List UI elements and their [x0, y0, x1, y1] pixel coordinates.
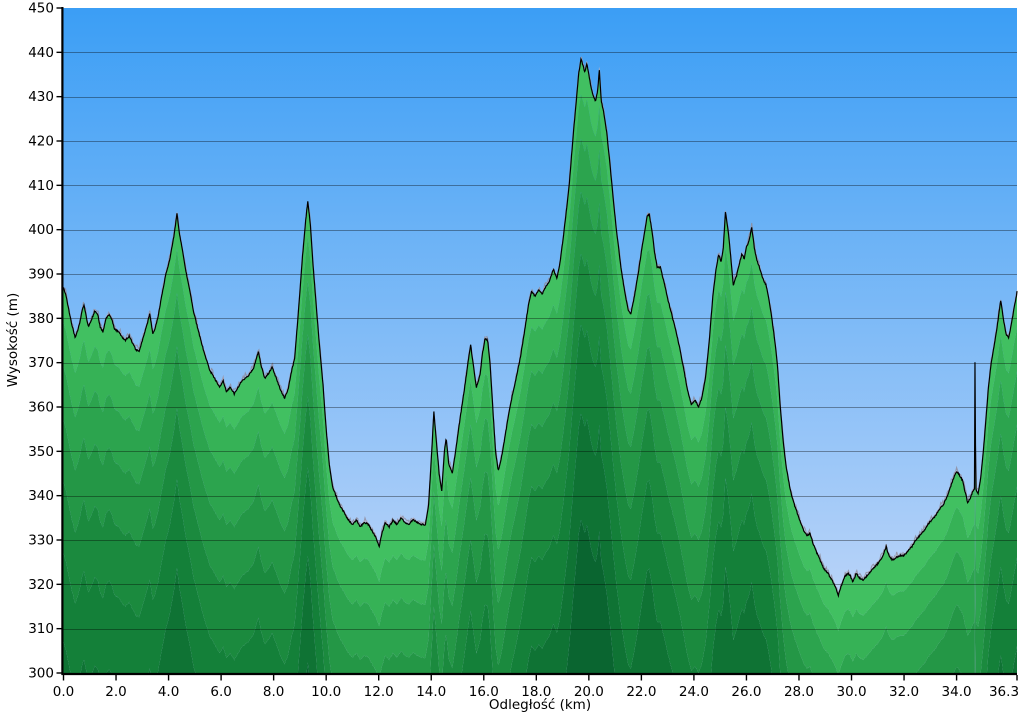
y-tick-label: 450	[28, 1, 54, 17]
y-tick-label: 320	[28, 577, 54, 593]
y-tick-label: 370	[28, 355, 54, 371]
x-tick-label: 12.0	[364, 684, 394, 700]
x-tick-label: 22.0	[626, 684, 656, 700]
y-tick-label: 300	[28, 666, 54, 682]
x-tick-label: 14.0	[416, 684, 446, 700]
terrain-gradient-band	[63, 325, 1017, 673]
x-tick-label: 16.0	[469, 684, 499, 700]
x-tick-label: 30.0	[836, 684, 866, 700]
x-axis-title: Odległość (km)	[488, 697, 592, 713]
y-tick-label: 310	[28, 621, 54, 637]
y-tick-labels: 300 310 320 330 340 350 360 370 380 390 400 410 420 4…	[28, 1, 54, 682]
y-tick-label: 330	[28, 533, 54, 549]
x-tick-label: 0.0	[53, 684, 74, 700]
elevation-area	[63, 59, 1017, 673]
x-tick-label: 4.0	[158, 684, 179, 700]
x-tick-label: 18.0	[521, 684, 551, 700]
x-tick-label: 32.0	[889, 684, 919, 700]
x-tick-label: 28.0	[784, 684, 814, 700]
x-tick-label: 26.0	[731, 684, 761, 700]
elevation-line	[62, 56, 1018, 599]
x-tick-label: 20.0	[574, 684, 604, 700]
y-tick-label: 420	[28, 134, 54, 150]
y-tick-label: 400	[28, 222, 54, 238]
x-tick-label: 36.3	[989, 684, 1019, 700]
y-tick-label: 360	[28, 400, 54, 416]
y-tick-label: 350	[28, 444, 54, 460]
x-tick-label: 6.0	[210, 684, 231, 700]
y-axis-title: Wysokość (m)	[5, 292, 21, 388]
y-tick-label: 430	[28, 89, 54, 105]
x-tick-label: 10.0	[311, 684, 341, 700]
horizontal-gridlines	[63, 52, 1017, 630]
x-tick-label: 24.0	[679, 684, 709, 700]
y-tick-label: 380	[28, 311, 54, 327]
x-tick-label: 8.0	[263, 684, 284, 700]
y-tick-label: 440	[28, 45, 54, 61]
x-tick-labels: 0.0 2.0 4.0 6.0 8.0 10.0 12.0 14.0 16.0 18.0 20.0 2…	[53, 684, 1019, 700]
y-tick-label: 340	[28, 488, 54, 504]
x-tick-label: 34.0	[942, 684, 972, 700]
y-tick-label: 390	[28, 267, 54, 283]
y-tick-label: 410	[28, 178, 54, 194]
axes	[56, 7, 1018, 681]
x-tick-label: 2.0	[105, 684, 126, 700]
